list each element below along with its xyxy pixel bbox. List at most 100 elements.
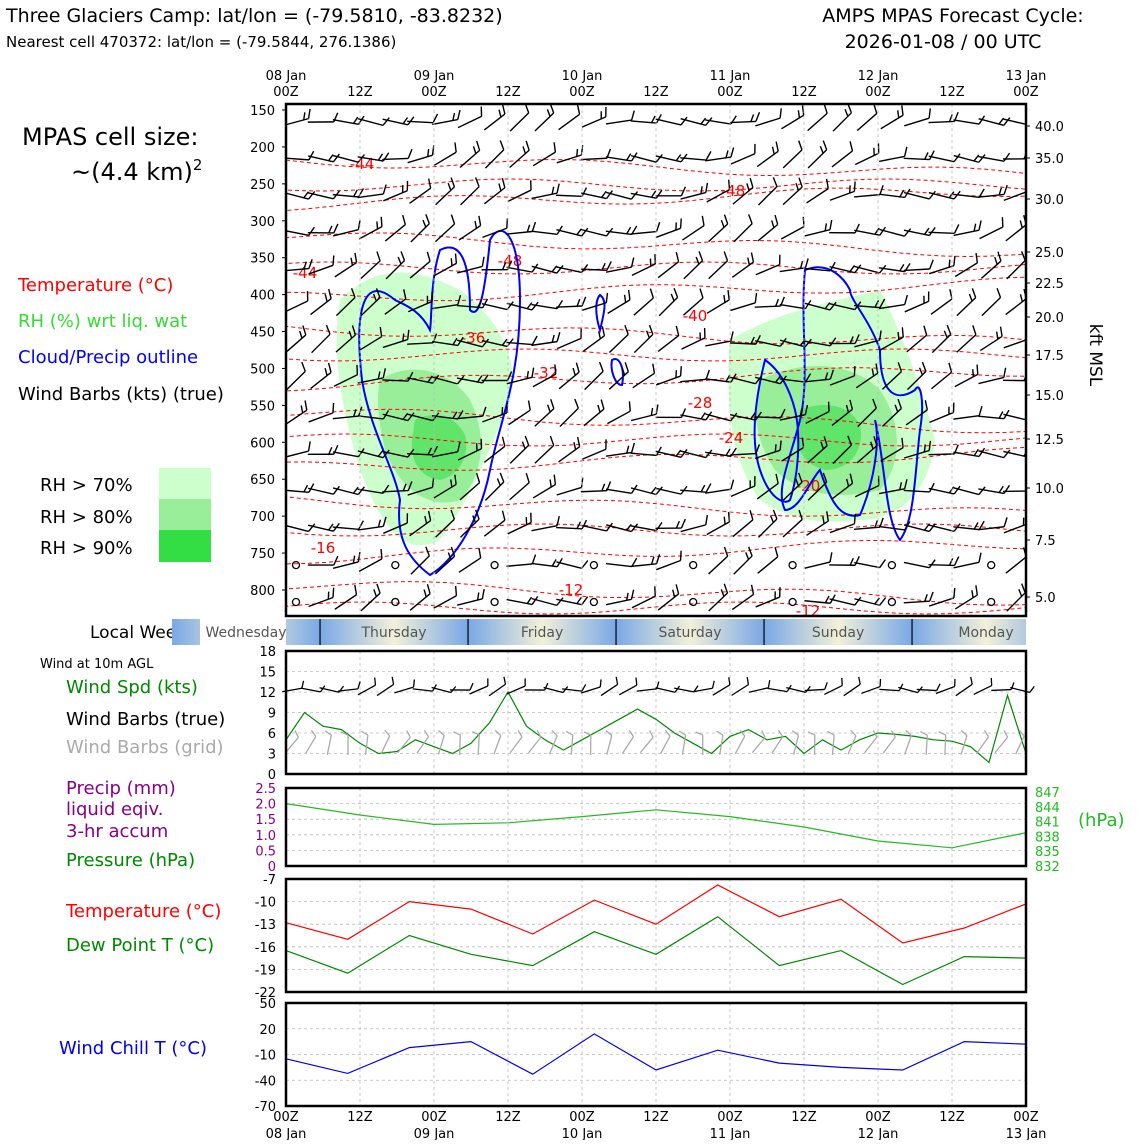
barb-shaft — [929, 565, 955, 566]
legend-rh90: RH > 90% — [40, 538, 133, 559]
bottom-hour-label: 00Z — [1013, 1110, 1039, 1125]
wind-barbs-true-label: Wind Barbs (true) — [66, 709, 225, 730]
barb-flag — [1029, 448, 1035, 458]
bottom-hour-label: 00Z — [273, 1110, 299, 1125]
y-tick-label: 3 — [268, 748, 276, 763]
pressure-unit: (hPa) — [1078, 810, 1125, 831]
y-tick-label: -10 — [255, 1049, 276, 1064]
pressure-tick-label: 600 — [250, 436, 275, 451]
pressure-axis: 1502002503003504004505005506006507007508… — [250, 104, 286, 599]
bottom-hour-label: 12Z — [495, 1110, 521, 1125]
bottom-date-label: 13 Jan — [1006, 1127, 1047, 1140]
pressure-tick-label: 550 — [250, 399, 275, 414]
barb-flag — [1030, 686, 1035, 694]
cross-section-plot: -44-48-48-44-36-40-32-28-24-20-16-12-12 — [280, 104, 1034, 620]
kft-tick-label: 5.0 — [1035, 591, 1056, 606]
kft-tick-label: 10.0 — [1035, 482, 1064, 497]
temperature-contour-label: -24 — [719, 429, 744, 447]
legend-rh70-swatch — [159, 468, 211, 499]
cell-size-exp: 2 — [193, 156, 203, 174]
top-hour-label: 12Z — [939, 85, 965, 100]
pressure-tick-label: 800 — [250, 584, 275, 599]
page-subtitle: Nearest cell 470372: lat/lon = (-79.5844… — [6, 33, 396, 51]
top-date-label: 13 Jan — [1006, 69, 1047, 84]
legend-rh90-swatch — [159, 530, 211, 562]
pressure-tick-label: 700 — [250, 510, 275, 525]
top-hour-label: 00Z — [1013, 85, 1039, 100]
right-tick-label: 847 — [1035, 786, 1060, 801]
top-hour-label: 00Z — [865, 85, 891, 100]
bottom-date-label: 08 Jan — [266, 1127, 307, 1140]
y-tick-label: 0 — [268, 768, 276, 783]
kft-axis: 40.035.030.025.022.520.017.515.012.510.0… — [1026, 120, 1064, 606]
temperature-contour-label: -12 — [559, 581, 584, 599]
barb-flag — [1029, 412, 1035, 422]
top-date-label: 08 Jan — [266, 69, 307, 84]
kft-tick-label: 15.0 — [1035, 389, 1064, 404]
y-tick-label: 15 — [259, 666, 276, 681]
kft-tick-label: 20.0 — [1035, 311, 1064, 326]
temperature-contour-label: -16 — [311, 539, 336, 557]
pressure-label: Pressure (hPa) — [66, 850, 195, 871]
top-hour-label: 12Z — [791, 85, 817, 100]
precip-label-1: Precip (mm) — [66, 778, 176, 799]
bottom-hour-label: 12Z — [791, 1110, 817, 1125]
bottom-hour-label: 12Z — [939, 1110, 965, 1125]
bottom-hour-label: 00Z — [421, 1110, 447, 1125]
y-tick-label: -10 — [255, 896, 276, 911]
y-tick-label: -16 — [255, 941, 276, 956]
y-tick-label: 0.5 — [255, 844, 276, 859]
right-tick-label: 841 — [1035, 816, 1060, 831]
pressure-tick-label: 300 — [250, 215, 275, 230]
top-hour-label: 12Z — [495, 85, 521, 100]
bottom-hour-label: 12Z — [347, 1110, 373, 1125]
kft-tick-label: 22.5 — [1035, 277, 1064, 292]
weekday-name: Wednesday — [205, 625, 286, 641]
precip-label-2: liquid eqiv. — [66, 799, 163, 820]
y-tick-label: -7 — [263, 873, 276, 888]
pressure-tick-label: 500 — [250, 362, 275, 377]
y-tick-label: -40 — [255, 1074, 276, 1089]
weekday-name: Monday — [958, 625, 1013, 641]
cell-size-label: MPAS cell size: — [22, 123, 198, 151]
y-tick-label: 6 — [268, 727, 276, 742]
temperature-panel: -7-10-13-16-19-22 — [255, 873, 1026, 1001]
barb-flag — [1029, 372, 1033, 381]
legend-rh80-swatch — [159, 499, 211, 530]
pressure-tick-label: 450 — [250, 326, 275, 341]
kft-tick-label: 7.5 — [1035, 534, 1056, 549]
temperature-contour-label: -40 — [683, 307, 708, 325]
kft-tick-label: 12.5 — [1035, 433, 1064, 448]
barb-shaft — [991, 690, 1011, 691]
pressure-tick-label: 400 — [250, 289, 275, 304]
kft-tick-label: 35.0 — [1035, 152, 1064, 167]
top-hour-label: 12Z — [347, 85, 373, 100]
y-tick-label: 18 — [259, 645, 276, 660]
temperature-contour-label: -12 — [796, 602, 821, 620]
pressure-tick-label: 350 — [250, 252, 275, 267]
weekday-mask — [1026, 618, 1066, 646]
weekday-name: Saturday — [658, 625, 721, 641]
cell-size-base: ~(4.4 km) — [71, 158, 193, 186]
weekday-name: Friday — [521, 625, 563, 641]
barb-shaft — [460, 735, 461, 755]
top-date-label: 11 Jan — [710, 69, 751, 84]
barb-shaft — [945, 735, 946, 755]
y-tick-label: 2.0 — [255, 798, 276, 813]
y-tick-label: 20 — [259, 1023, 276, 1038]
bottom-hour-label: 00Z — [865, 1110, 891, 1125]
kft-tick-label: 25.0 — [1035, 246, 1064, 261]
wind-spd-label: Wind Spd (kts) — [66, 677, 198, 698]
y-tick-label: 50 — [259, 997, 276, 1012]
y-tick-label: 12 — [259, 686, 276, 701]
legend-rh80: RH > 80% — [40, 507, 133, 528]
pressure-tick-label: 200 — [250, 141, 275, 156]
top-date-label: 09 Jan — [414, 69, 455, 84]
top-date-label: 12 Jan — [858, 69, 899, 84]
legend-rh: RH (%) wrt liq. wat — [18, 311, 187, 332]
